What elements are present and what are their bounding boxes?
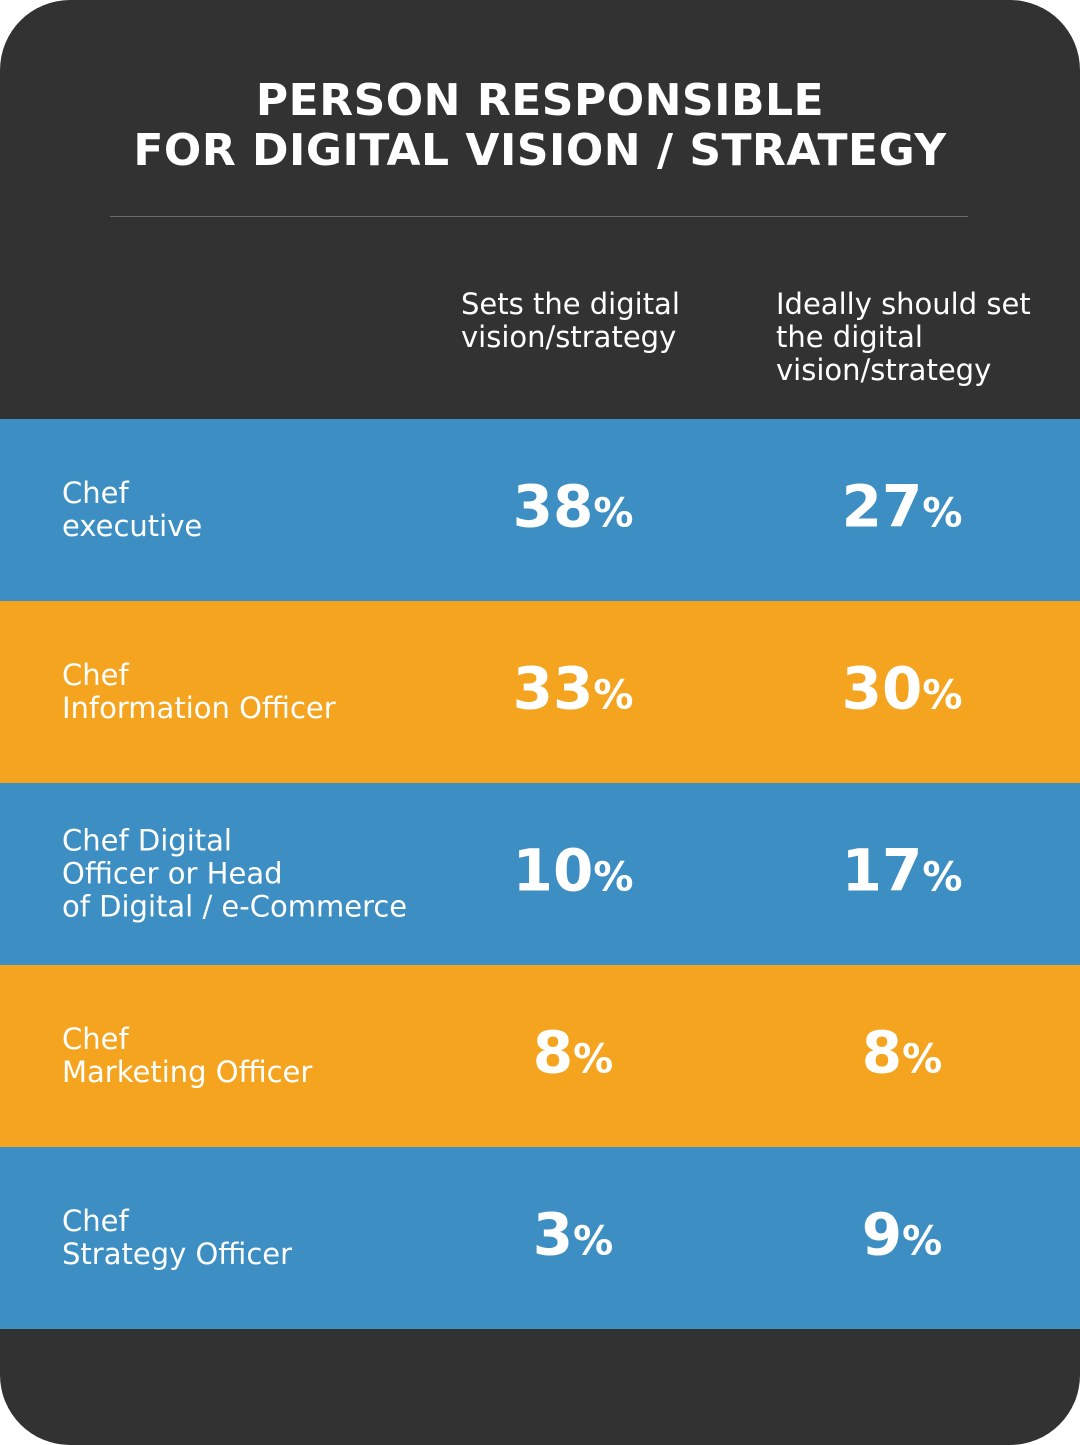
chart-title-line-2: FOR DIGITAL VISION / STRATEGY — [133, 125, 947, 176]
value-sets: 8% — [533, 1021, 613, 1092]
value-number: 30 — [841, 654, 923, 723]
value-number: 3 — [532, 1200, 574, 1269]
value-number: 8 — [861, 1018, 903, 1087]
value-number: 33 — [512, 654, 594, 723]
value-sets: 33% — [513, 657, 634, 728]
data-rows: Chef executive 38% 27% Chef Information Off… — [0, 419, 1080, 1329]
value-unit: % — [902, 1036, 943, 1083]
value-unit: % — [922, 490, 963, 537]
value-ideally: 17% — [842, 839, 963, 910]
chart-title: PERSON RESPONSIBLE FOR DIGITAL VISION / … — [0, 76, 1080, 176]
value-number: 17 — [841, 836, 923, 905]
value-unit: % — [593, 672, 634, 719]
title-divider — [110, 216, 968, 217]
chart-title-line-1: PERSON RESPONSIBLE — [255, 75, 825, 126]
row-label: Chef Information Officer — [62, 658, 336, 725]
row-label: Chef executive — [62, 476, 203, 543]
value-unit: % — [573, 1036, 614, 1083]
value-sets: 3% — [533, 1203, 613, 1274]
table-row: Chef Digital Officer or Head of Digital … — [0, 783, 1080, 965]
row-label: Chef Marketing Officer — [62, 1022, 313, 1089]
table-row: Chef executive 38% 27% — [0, 419, 1080, 601]
value-sets: 38% — [513, 475, 634, 546]
value-number: 38 — [512, 472, 594, 541]
value-number: 8 — [532, 1018, 574, 1087]
value-number: 9 — [861, 1200, 903, 1269]
value-number: 10 — [512, 836, 594, 905]
value-sets: 10% — [513, 839, 634, 910]
value-unit: % — [593, 854, 634, 901]
value-unit: % — [573, 1218, 614, 1265]
column-header-sets: Sets the digital vision/strategy — [461, 287, 680, 354]
value-unit: % — [902, 1218, 943, 1265]
row-label: Chef Strategy Officer — [62, 1204, 293, 1271]
value-unit: % — [922, 854, 963, 901]
value-ideally: 8% — [862, 1021, 942, 1092]
table-row: Chef Marketing Officer 8% 8% — [0, 965, 1080, 1147]
value-unit: % — [922, 672, 963, 719]
value-unit: % — [593, 490, 634, 537]
value-ideally: 27% — [842, 475, 963, 546]
table-row: Chef Information Officer 33% 30% — [0, 601, 1080, 783]
value-number: 27 — [841, 472, 923, 541]
row-label: Chef Digital Officer or Head of Digital … — [62, 823, 408, 924]
value-ideally: 30% — [842, 657, 963, 728]
table-row: Chef Strategy Officer 3% 9% — [0, 1147, 1080, 1329]
column-header-ideally: Ideally should set the digital vision/st… — [776, 287, 1031, 387]
value-ideally: 9% — [862, 1203, 942, 1274]
